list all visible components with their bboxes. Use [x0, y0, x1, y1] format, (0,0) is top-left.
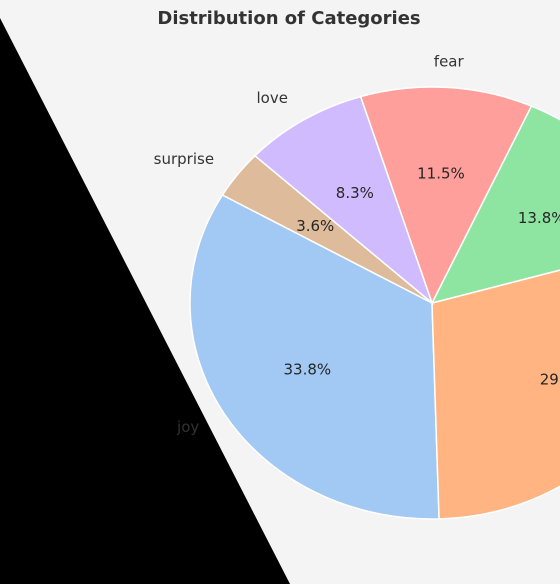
pie-slice [189, 194, 440, 520]
slice-percent-label: 3.6% [296, 217, 334, 235]
pie-slice [253, 95, 434, 306]
slice-percent-label: 8.3% [336, 184, 374, 202]
slice-percent-label: 13.8% [518, 209, 560, 227]
pie: 33.8% joy 29 13.8% 11.5% fear 8.3% love 3.6% surp… [154, 53, 560, 520]
slice-category-label: joy [176, 418, 199, 436]
pie-slice [431, 269, 560, 520]
slice-category-label: love [257, 89, 288, 107]
pie-slice [221, 154, 433, 304]
slice-category-label: surprise [154, 150, 214, 168]
pie-slice [359, 86, 533, 305]
slice-percent-label: 11.5% [417, 165, 465, 183]
slice-category-label: fear [434, 53, 465, 71]
chart-title: Distribution of Categories [157, 8, 420, 29]
slice-percent-label: 29 [540, 370, 559, 388]
slice-percent-label: 33.8% [284, 360, 332, 378]
pie-slice [430, 105, 560, 305]
